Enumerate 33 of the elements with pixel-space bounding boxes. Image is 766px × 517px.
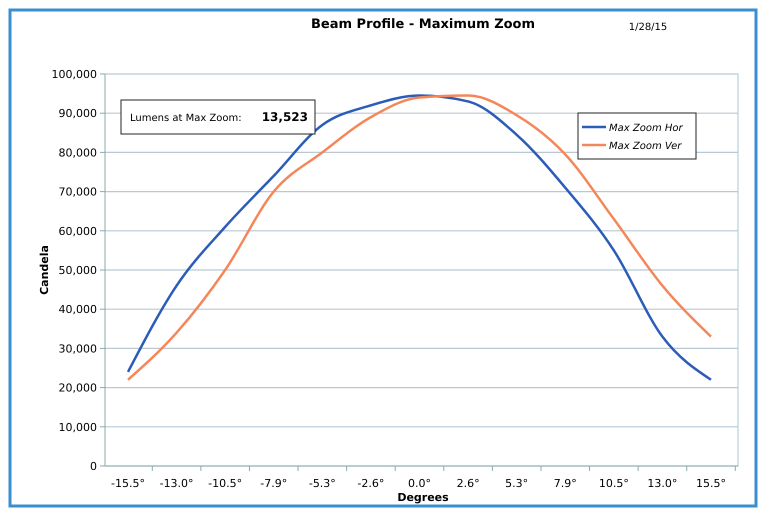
- y-tick-label: 50,000: [58, 264, 97, 277]
- y-tick-label: 40,000: [58, 303, 97, 316]
- y-axis-title: Candela: [38, 245, 51, 295]
- legend-label: Max Zoom Ver: [609, 141, 682, 152]
- y-tick-label: 0: [90, 460, 97, 473]
- y-tick-label: 100,000: [52, 68, 97, 81]
- chart-title: Beam Profile - Maximum Zoom: [310, 17, 536, 32]
- x-tick-label: -10.5°: [208, 477, 242, 490]
- x-tick-label: -5.3°: [308, 477, 336, 490]
- annotation: Lumens at Max Zoom:: [130, 113, 242, 124]
- x-tick-label: 0.0°: [408, 477, 431, 490]
- x-tick-label: 5.3°: [505, 477, 528, 490]
- y-tick-label: 20,000: [58, 382, 97, 395]
- x-tick-label: -13.0°: [160, 477, 194, 490]
- line-series: [126, 94, 712, 382]
- y-tick-label: 70,000: [58, 186, 97, 199]
- x-tick-label: -15.5°: [111, 477, 145, 490]
- x-tick-label: 10.5°: [598, 477, 629, 490]
- x-tick-label: 2.6°: [456, 477, 480, 490]
- y-tick-label: 30,000: [58, 342, 97, 356]
- x-tick-label: 15.5°: [696, 477, 726, 490]
- x-axis-title: Degrees: [397, 491, 450, 504]
- x-tick-label: 13.0°: [647, 477, 678, 490]
- x-tick-label: -7.9°: [260, 477, 288, 490]
- y-tick-label: 10,000: [58, 420, 97, 434]
- annotation: 13,523: [262, 110, 308, 124]
- x-tick-label: -2.6°: [357, 477, 384, 490]
- text: 1/28/15: [628, 22, 668, 33]
- y-tick-label: 60,000: [58, 224, 97, 238]
- y-tick-label: 80,000: [58, 146, 97, 160]
- legend-label: Max Zoom Hor: [609, 123, 684, 134]
- y-tick-label: 90,000: [58, 107, 97, 120]
- x-tick-label: 7.9°: [554, 477, 577, 490]
